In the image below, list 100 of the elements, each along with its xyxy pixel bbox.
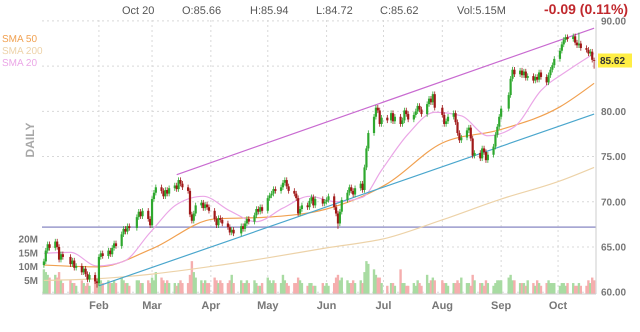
candlestick	[416, 102, 419, 114]
text: H:85.94	[250, 5, 289, 17]
candlestick	[481, 145, 484, 162]
candlestick	[164, 186, 166, 200]
y-tick-label: 65.00	[601, 242, 626, 254]
x-tick-label: Sep	[491, 300, 512, 312]
candlestick	[486, 152, 489, 164]
candlestick	[168, 185, 170, 197]
candlestick	[354, 185, 356, 198]
candlestick	[362, 180, 364, 194]
bar	[473, 280, 476, 294]
candlestick	[513, 66, 516, 78]
candlestick	[407, 110, 410, 123]
text: Vol:5.15M	[457, 5, 506, 17]
candlestick	[420, 106, 423, 118]
bar	[399, 269, 402, 294]
candlestick	[350, 184, 352, 194]
candlestick	[446, 114, 450, 124]
x-tick-label: May	[257, 300, 280, 312]
candlestick	[282, 180, 284, 190]
bar	[154, 272, 158, 294]
annotation: 85.62	[600, 56, 626, 68]
x-tick-label: Oct	[548, 300, 568, 312]
candlestick	[534, 74, 536, 84]
bar	[88, 286, 91, 294]
text: DAILY	[23, 122, 37, 158]
x-tick-label: Apr	[201, 300, 222, 312]
candlestick	[524, 68, 527, 81]
text: SMA 200	[2, 46, 44, 57]
bar	[434, 280, 436, 294]
candlestick	[314, 196, 316, 208]
text: -0.09 (0.11%)	[544, 1, 628, 17]
bar	[74, 286, 78, 294]
x-tick-label: Feb	[89, 300, 109, 312]
bar	[460, 278, 462, 294]
bar	[486, 283, 490, 294]
candlestick	[181, 180, 184, 190]
y2-tick-label: 15M	[18, 248, 38, 260]
bar	[48, 278, 51, 294]
candlestick	[360, 180, 362, 192]
x-tick-label: Mar	[142, 300, 163, 312]
bar	[592, 280, 596, 294]
y2-tick-label: 5M	[24, 276, 38, 287]
candlestick	[202, 200, 204, 212]
bar	[248, 283, 250, 294]
text: C:85.62	[380, 5, 419, 17]
bar	[380, 283, 383, 294]
candlestick	[88, 272, 91, 283]
candlestick	[140, 208, 142, 220]
candlestick	[266, 195, 269, 214]
text: SMA 20	[2, 58, 38, 69]
candlestick	[553, 56, 556, 68]
candlestick	[380, 114, 383, 128]
candlestick	[519, 68, 522, 78]
bar	[260, 283, 264, 294]
bar	[526, 280, 529, 294]
bar	[181, 283, 184, 294]
candlestick	[312, 194, 314, 208]
y2-tick-label: 10M	[18, 262, 38, 274]
candlestick	[580, 40, 582, 52]
candlestick	[259, 204, 262, 215]
candlestick	[434, 91, 436, 111]
candlestick	[394, 114, 396, 124]
bar	[232, 283, 235, 294]
bar	[394, 286, 396, 294]
x-tick-label: Jul	[376, 300, 392, 312]
bar	[367, 264, 370, 294]
candlestick	[412, 112, 415, 123]
candlestick	[325, 196, 328, 205]
x-tick-label: Jun	[316, 300, 337, 312]
candlestick	[73, 257, 76, 271]
bar	[580, 286, 582, 294]
candlestick	[228, 224, 231, 236]
y-tick-label: 70.00	[601, 197, 626, 208]
candlestick	[322, 196, 324, 207]
candlestick	[221, 216, 224, 227]
candlestick	[80, 262, 83, 276]
bar	[340, 278, 343, 294]
candlestick	[452, 110, 455, 120]
candlestick	[208, 204, 210, 214]
text: L:84.72	[316, 5, 353, 17]
candlestick	[82, 266, 85, 276]
x-tick-label: Aug	[432, 300, 454, 312]
candlestick	[390, 110, 392, 124]
bar	[386, 286, 388, 294]
bar	[168, 283, 170, 294]
bar	[221, 283, 224, 294]
candlestick	[178, 176, 180, 192]
text: SMA 50	[2, 34, 38, 45]
bar	[300, 283, 304, 294]
candlestick	[111, 244, 114, 258]
y-tick-label: 75.00	[601, 152, 626, 164]
text: O:85.66	[182, 5, 222, 17]
bar	[128, 286, 130, 294]
y-tick-label: 60.00	[601, 288, 626, 299]
candlestick	[520, 68, 524, 78]
y-tick-label: 90.00	[601, 16, 626, 28]
candlestick	[479, 150, 482, 162]
candlestick	[297, 195, 300, 217]
candlestick	[298, 206, 302, 217]
